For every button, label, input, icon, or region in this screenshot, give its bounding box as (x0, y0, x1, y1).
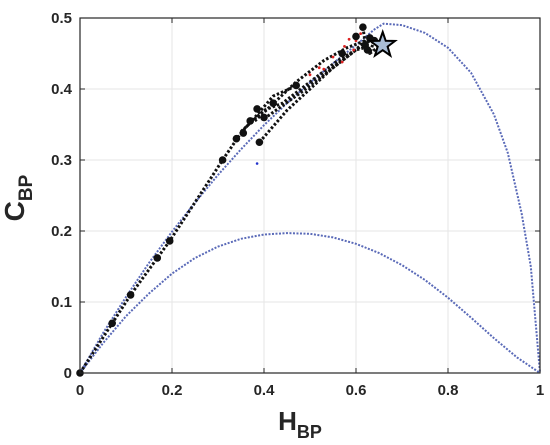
y-tick-label: 0.3 (51, 152, 72, 169)
paths (78, 26, 380, 374)
trajectory-marker (359, 23, 367, 32)
trajectory-marker (269, 99, 278, 107)
red-point (322, 67, 326, 71)
y-tick-label: 0.1 (51, 294, 72, 311)
trajectory-marker (165, 237, 174, 245)
trajectory-marker (363, 46, 372, 54)
y-tick-label: 0 (64, 365, 72, 382)
trajectory-path (361, 26, 380, 55)
x-axis-label: HBP (278, 406, 322, 442)
red-point (317, 66, 321, 70)
red-point (331, 55, 335, 59)
trajectory-marker (232, 134, 241, 143)
star-marker (367, 28, 398, 58)
x-axis-label-subscript: BP (297, 422, 322, 442)
trajectory-marker (352, 32, 360, 41)
trajectory-marker (108, 319, 116, 328)
trajectory-marker (338, 49, 347, 58)
trajectory-path (78, 84, 297, 374)
lower-bound-curve (79, 232, 541, 374)
trajectory-marker (126, 291, 135, 299)
trajectory-path (239, 36, 373, 133)
red-point (308, 73, 312, 77)
y-tick-label: 0.2 (51, 223, 72, 240)
trajectory-marker (253, 105, 261, 113)
trajectory-marker (255, 138, 264, 147)
trajectory-marker (153, 254, 162, 262)
axes (79, 17, 541, 374)
plot-background (80, 18, 540, 373)
x-tick-label: 1 (536, 382, 544, 399)
tick-labels: 0 0.2 0.4 0.6 0.8 1 0 0.1 0.2 0.3 0.4 0.5 (51, 10, 544, 399)
axes-box (79, 17, 541, 374)
y-axis-label: CBP (0, 174, 37, 221)
x-tick-label: 0 (76, 382, 84, 399)
trajectory-marker (218, 156, 227, 164)
x-tick-label: 0.8 (438, 382, 459, 399)
y-tick-label: 0.5 (51, 10, 72, 27)
y-axis-label-subscript: BP (16, 174, 37, 201)
x-tick-label: 0.6 (346, 382, 367, 399)
x-axis-label-main: H (278, 406, 297, 436)
blue-point (255, 162, 259, 165)
red-point (352, 48, 356, 52)
trajectory-marker (246, 117, 254, 125)
red-point (359, 32, 362, 36)
trajectory-marker (260, 113, 268, 122)
red-point (347, 37, 351, 41)
y-axis-label-main: C (0, 201, 30, 221)
x-tick-label: 0.2 (162, 382, 183, 399)
trajectory-marker (292, 81, 301, 90)
points (76, 23, 398, 377)
trajectory-marker (239, 129, 248, 137)
red-point (343, 45, 346, 48)
red-point (340, 60, 344, 64)
y-tick-label: 0.4 (51, 81, 73, 98)
x-tick-label: 0.4 (254, 382, 276, 399)
